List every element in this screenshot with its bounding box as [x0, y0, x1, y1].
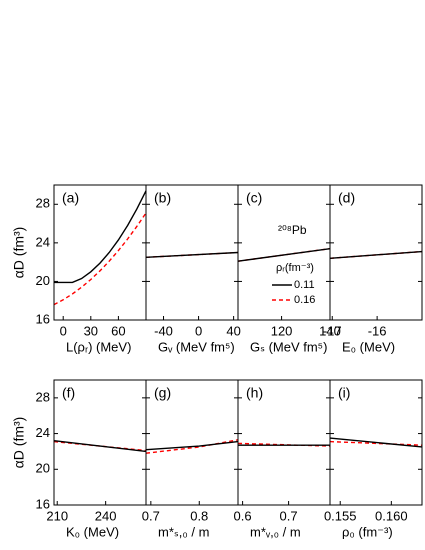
panel-label: (g)	[154, 385, 171, 401]
x-tick-label: -16	[368, 323, 387, 338]
x-tick-label: 120	[271, 323, 293, 338]
panel-frame	[329, 184, 423, 321]
x-axis-label: Gᵥ (MeV fm⁵)	[158, 339, 235, 354]
x-axis-label: ρ₀ (fm⁻³)	[342, 524, 393, 539]
panel-label: (h)	[246, 385, 263, 401]
y-tick-label: 24	[36, 425, 50, 440]
data-line	[329, 440, 423, 446]
y-tick-label: 16	[36, 311, 50, 326]
panel-label: (d)	[338, 190, 355, 206]
x-tick-label: 40	[226, 323, 240, 338]
y-tick-label: 20	[36, 461, 50, 476]
x-tick-label: 0.7	[142, 508, 160, 523]
x-tick-label: -17	[323, 323, 342, 338]
x-tick-label: 0.160	[375, 508, 408, 523]
data-line	[329, 250, 423, 259]
data-line	[237, 247, 331, 262]
data-line	[145, 439, 239, 454]
panel-label: (f)	[62, 385, 75, 401]
x-tick-label: 210	[46, 508, 68, 523]
y-axis-label: αD (fm³)	[11, 227, 27, 279]
x-tick-label: 0	[195, 323, 202, 338]
legend-label: 0.16	[294, 294, 315, 306]
y-tick-label: 16	[36, 496, 50, 511]
legend-label: 0.11	[294, 279, 315, 291]
data-line	[145, 440, 239, 451]
x-axis-label: Gₛ (MeV fm⁵)	[250, 339, 327, 354]
data-line	[53, 440, 147, 453]
panel-frame	[329, 379, 423, 506]
x-axis-label: m*ₛ,₀ / m	[158, 524, 209, 539]
x-tick-label: 0.7	[280, 508, 298, 523]
x-axis-label: m*ᵥ,₀ / m	[250, 524, 301, 539]
x-axis-label: K₀ (MeV)	[66, 524, 119, 539]
x-tick-label: 60	[111, 323, 125, 338]
data-line	[237, 442, 331, 447]
x-tick-label: 240	[95, 508, 117, 523]
data-line	[329, 437, 423, 448]
panel-label: (a)	[62, 190, 79, 206]
x-tick-label: -40	[154, 323, 173, 338]
x-axis-label: E₀ (MeV)	[342, 339, 395, 354]
y-tick-label: 24	[36, 234, 50, 249]
data-line	[54, 190, 147, 284]
data-line	[145, 251, 239, 259]
x-tick-label: 0.8	[190, 508, 208, 523]
x-tick-label: 0.155	[324, 508, 357, 523]
legend-title: ρᵣ(fm⁻³)	[276, 262, 314, 274]
panel-label: (b)	[154, 190, 171, 206]
panel-label: (i)	[338, 385, 350, 401]
y-tick-label: 28	[36, 196, 50, 211]
x-tick-label: 0	[60, 323, 67, 338]
x-axis-label: L(ρᵣ) (MeV)	[66, 339, 131, 354]
x-tick-label: 30	[84, 323, 98, 338]
panel-label: (c)	[246, 190, 262, 206]
x-tick-label: 140	[319, 323, 341, 338]
y-tick-label: 28	[36, 389, 50, 404]
x-tick-label: 0.6	[234, 508, 252, 523]
y-tick-label: 20	[36, 273, 50, 288]
annotation: ²⁰⁸Pb	[278, 223, 307, 237]
y-axis-label: αD (fm³)	[11, 417, 27, 469]
data-line	[53, 212, 147, 306]
